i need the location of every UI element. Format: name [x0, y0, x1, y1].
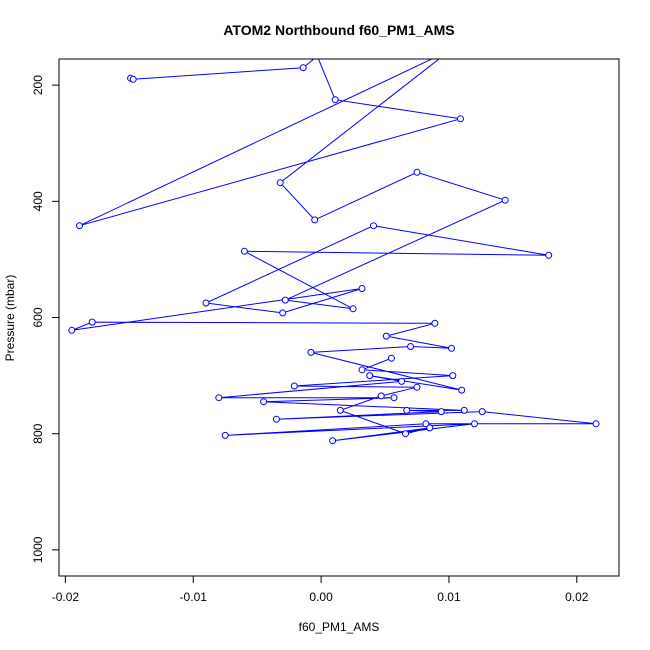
data-point [272, 415, 280, 423]
y-axis-title: Pressure (mbar) [3, 275, 17, 362]
data-point [358, 285, 366, 292]
y-axis: 200 400 600 800 1000 [31, 75, 60, 563]
y-tick-label: 400 [31, 191, 45, 211]
data-point [88, 318, 96, 326]
data-point [422, 420, 430, 428]
x-axis-title: f60_PM1_AMS [299, 620, 380, 634]
data-point [260, 398, 268, 406]
data-point [478, 408, 486, 416]
data-point [215, 394, 223, 402]
data-point [307, 348, 315, 356]
data-point [377, 392, 385, 400]
data-point [501, 196, 509, 204]
data-point [402, 430, 409, 438]
chart-title: ATOM2 Northbound f60_PM1_AMS [223, 22, 454, 38]
data-point [366, 372, 374, 380]
data-point [202, 299, 210, 307]
data-point [349, 305, 357, 313]
data-point [403, 406, 411, 414]
data-point [76, 222, 83, 230]
data-point [458, 386, 466, 394]
data-point [370, 222, 377, 230]
y-tick-label: 800 [31, 423, 45, 443]
data-point [290, 382, 298, 390]
data-point [431, 319, 439, 327]
data-point [299, 64, 307, 72]
y-tick-label: 200 [31, 75, 45, 95]
data-point [460, 406, 468, 414]
data-point [437, 408, 445, 416]
data-point [449, 372, 457, 380]
data-point [281, 296, 289, 304]
data-point [457, 115, 464, 123]
x-tick-label: 0.00 [309, 590, 333, 604]
data-point [382, 332, 390, 340]
y-tick-label: 600 [31, 307, 45, 327]
data-point [426, 424, 434, 432]
series-line [71, 59, 597, 442]
data-point [68, 326, 76, 334]
data-point [471, 420, 478, 428]
data-point [240, 247, 248, 255]
plot-area [68, 59, 600, 445]
data-point [358, 366, 366, 374]
data-point [407, 343, 415, 350]
data-point [398, 377, 406, 385]
data-point [331, 96, 339, 104]
data-point [592, 420, 600, 428]
x-axis: -0.02 -0.01 0.00 0.01 0.02 [52, 575, 589, 604]
data-point [336, 406, 344, 414]
data-point [311, 216, 319, 224]
data-point [448, 344, 455, 352]
data-point [413, 168, 421, 176]
data-point [387, 354, 395, 362]
x-tick-label: -0.01 [180, 590, 208, 604]
data-point [279, 309, 287, 317]
data-point [221, 431, 229, 439]
data-point [129, 75, 137, 83]
data-point [329, 437, 337, 445]
x-tick-label: -0.02 [52, 590, 80, 604]
data-point [545, 251, 553, 259]
data-point [390, 394, 398, 402]
x-tick-label: 0.02 [565, 590, 589, 604]
data-point [276, 179, 284, 187]
y-tick-label: 1000 [31, 536, 45, 563]
data-point [413, 383, 421, 391]
x-tick-label: 0.01 [437, 590, 461, 604]
